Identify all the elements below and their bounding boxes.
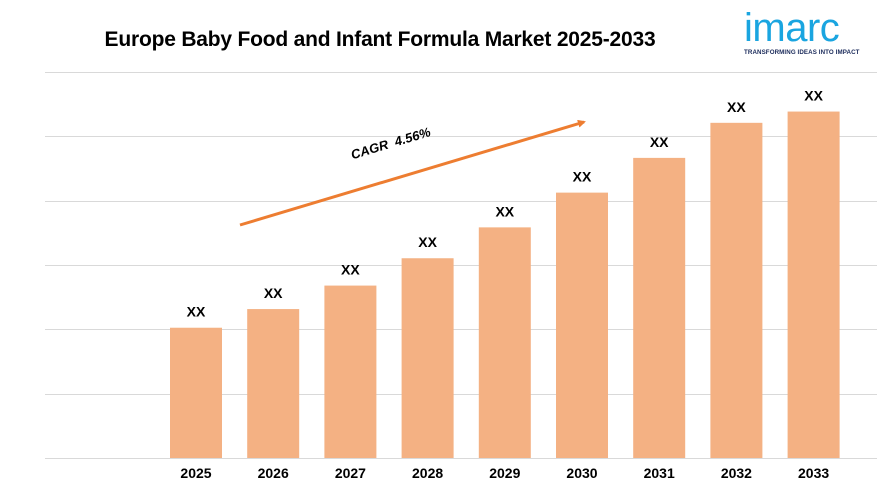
x-tick-label-2032: 2032: [721, 465, 752, 481]
cagr-label: CAGR 4.56%: [349, 124, 433, 162]
bar-2028: [401, 258, 454, 458]
x-tick-label-2026: 2026: [258, 465, 289, 481]
data-label-2025: XX: [187, 304, 206, 320]
imarc-logo: imarc TRANSFORMING IDEAS INTO IMPACT: [742, 6, 867, 58]
bar-2029: [478, 227, 531, 458]
bar-2027: [324, 285, 377, 458]
data-label-2033: XX: [804, 88, 823, 104]
x-tick-label-2027: 2027: [335, 465, 366, 481]
data-label-2029: XX: [495, 203, 514, 219]
x-tick-label-2025: 2025: [180, 465, 211, 481]
data-label-2032: XX: [727, 99, 746, 115]
x-tick-label-2028: 2028: [412, 465, 443, 481]
cagr-annotation: CAGR 4.56%: [239, 119, 586, 227]
bar-2025: [170, 327, 222, 458]
bar-2033: [787, 111, 840, 458]
logo-wordmark: imarc: [744, 6, 840, 50]
x-tick-label-2033: 2033: [798, 465, 829, 481]
data-label-2028: XX: [418, 234, 437, 250]
bar-2030: [556, 192, 608, 458]
chart-title: Europe Baby Food and Infant Formula Mark…: [104, 28, 656, 51]
bar-2026: [247, 309, 300, 458]
x-tick-label-2029: 2029: [489, 465, 520, 481]
data-label-2031: XX: [650, 134, 669, 150]
data-label-2027: XX: [341, 262, 360, 278]
data-label-2026: XX: [264, 285, 283, 301]
x-tick-label-2030: 2030: [566, 465, 597, 481]
cagr-arrow: [239, 119, 586, 227]
x-tick-label-2031: 2031: [644, 465, 675, 481]
bar-2031: [633, 157, 686, 458]
logo-tagline: TRANSFORMING IDEAS INTO IMPACT: [744, 49, 860, 56]
data-labels: XX XX XX XX XX XX XX XX XX: [187, 88, 824, 320]
data-label-2030: XX: [573, 169, 592, 185]
bars: [170, 111, 840, 458]
bar-2032: [710, 122, 763, 458]
x-axis-ticks: 2025 2026 2027 2028 2029 2030 2031 2032 2033: [180, 465, 829, 481]
